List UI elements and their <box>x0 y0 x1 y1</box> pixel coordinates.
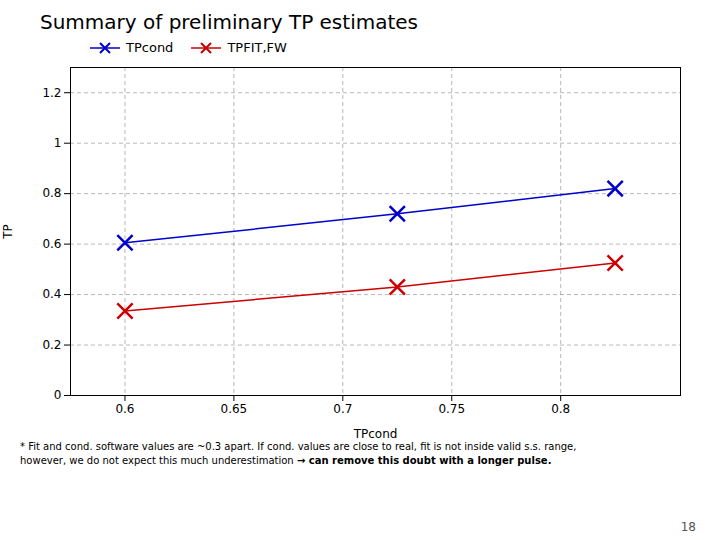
html-text:* Fit and cond. software value: * Fit and cond. software values are ~0.3… <box>20 441 577 452</box>
svg-text:0: 0 <box>54 388 62 402</box>
html-text:Summary of preliminary TP esti: Summary of preliminary TP estimates <box>40 10 418 34</box>
svg-text:0.4: 0.4 <box>42 287 61 301</box>
svg-text:0.2: 0.2 <box>42 338 61 352</box>
html-text:however, we do not expect this: however, we do not expect this much unde… <box>20 455 552 466</box>
svg-text:TPcond: TPcond <box>353 427 398 441</box>
svg-text:0.7: 0.7 <box>333 402 352 416</box>
svg-text:0.6: 0.6 <box>42 237 61 251</box>
svg-text:0.75: 0.75 <box>438 402 465 416</box>
html-text:18: 18 <box>680 520 696 534</box>
svg-text:0.65: 0.65 <box>221 402 248 416</box>
svg-text:0.8: 0.8 <box>42 186 61 200</box>
svg-text:0.6: 0.6 <box>115 402 134 416</box>
html-text:TPFIT,FW: TPFIT,FW <box>227 40 287 55</box>
html-text:TPcond: TPcond <box>126 40 174 55</box>
svg-text:1.2: 1.2 <box>42 86 61 100</box>
svg-text:0.8: 0.8 <box>551 402 570 416</box>
svg-text:TP: TP <box>1 224 15 240</box>
svg-text:1: 1 <box>54 136 62 150</box>
